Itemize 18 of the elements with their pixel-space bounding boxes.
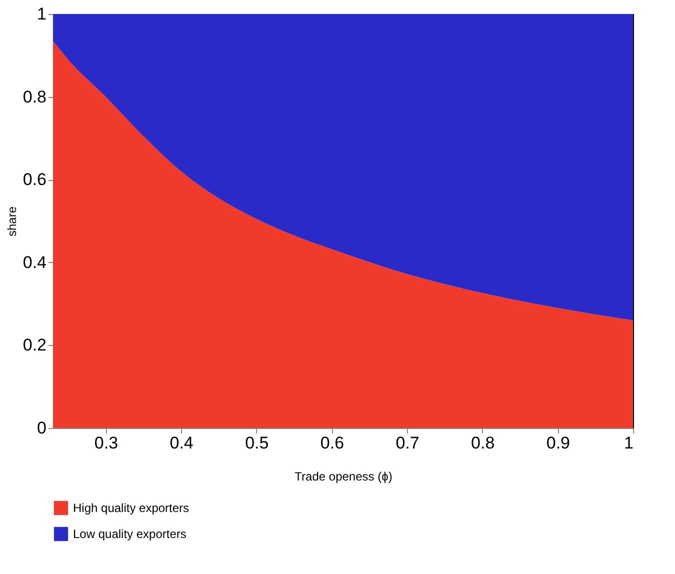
x-axis-title: Trade openess (ϕ) (294, 470, 392, 484)
x-tick-label: 0.3 (94, 434, 118, 452)
x-tick-label: 0.6 (320, 434, 344, 452)
y-tick-label: 0.8 (22, 87, 46, 106)
legend-label: Low quality exporters (73, 527, 186, 541)
y-axis-title: share (4, 206, 19, 237)
x-tick-label: 1 (624, 434, 634, 452)
y-tick-label: 0.6 (22, 170, 46, 190)
x-tick-label: 0.7 (396, 434, 420, 452)
x-tick-label: 0.5 (245, 434, 269, 452)
y-tick-label: 0 (37, 418, 46, 438)
y-tick-label: 1 (37, 4, 46, 24)
x-tick-label: 0.4 (170, 434, 194, 452)
y-tick-label: 0.4 (22, 252, 46, 272)
x-tick-label: 0.9 (546, 434, 570, 452)
legend-label: High quality exporters (73, 501, 190, 515)
y-tick-label: 0.2 (22, 336, 46, 355)
x-tick-label: 0.8 (471, 434, 495, 452)
